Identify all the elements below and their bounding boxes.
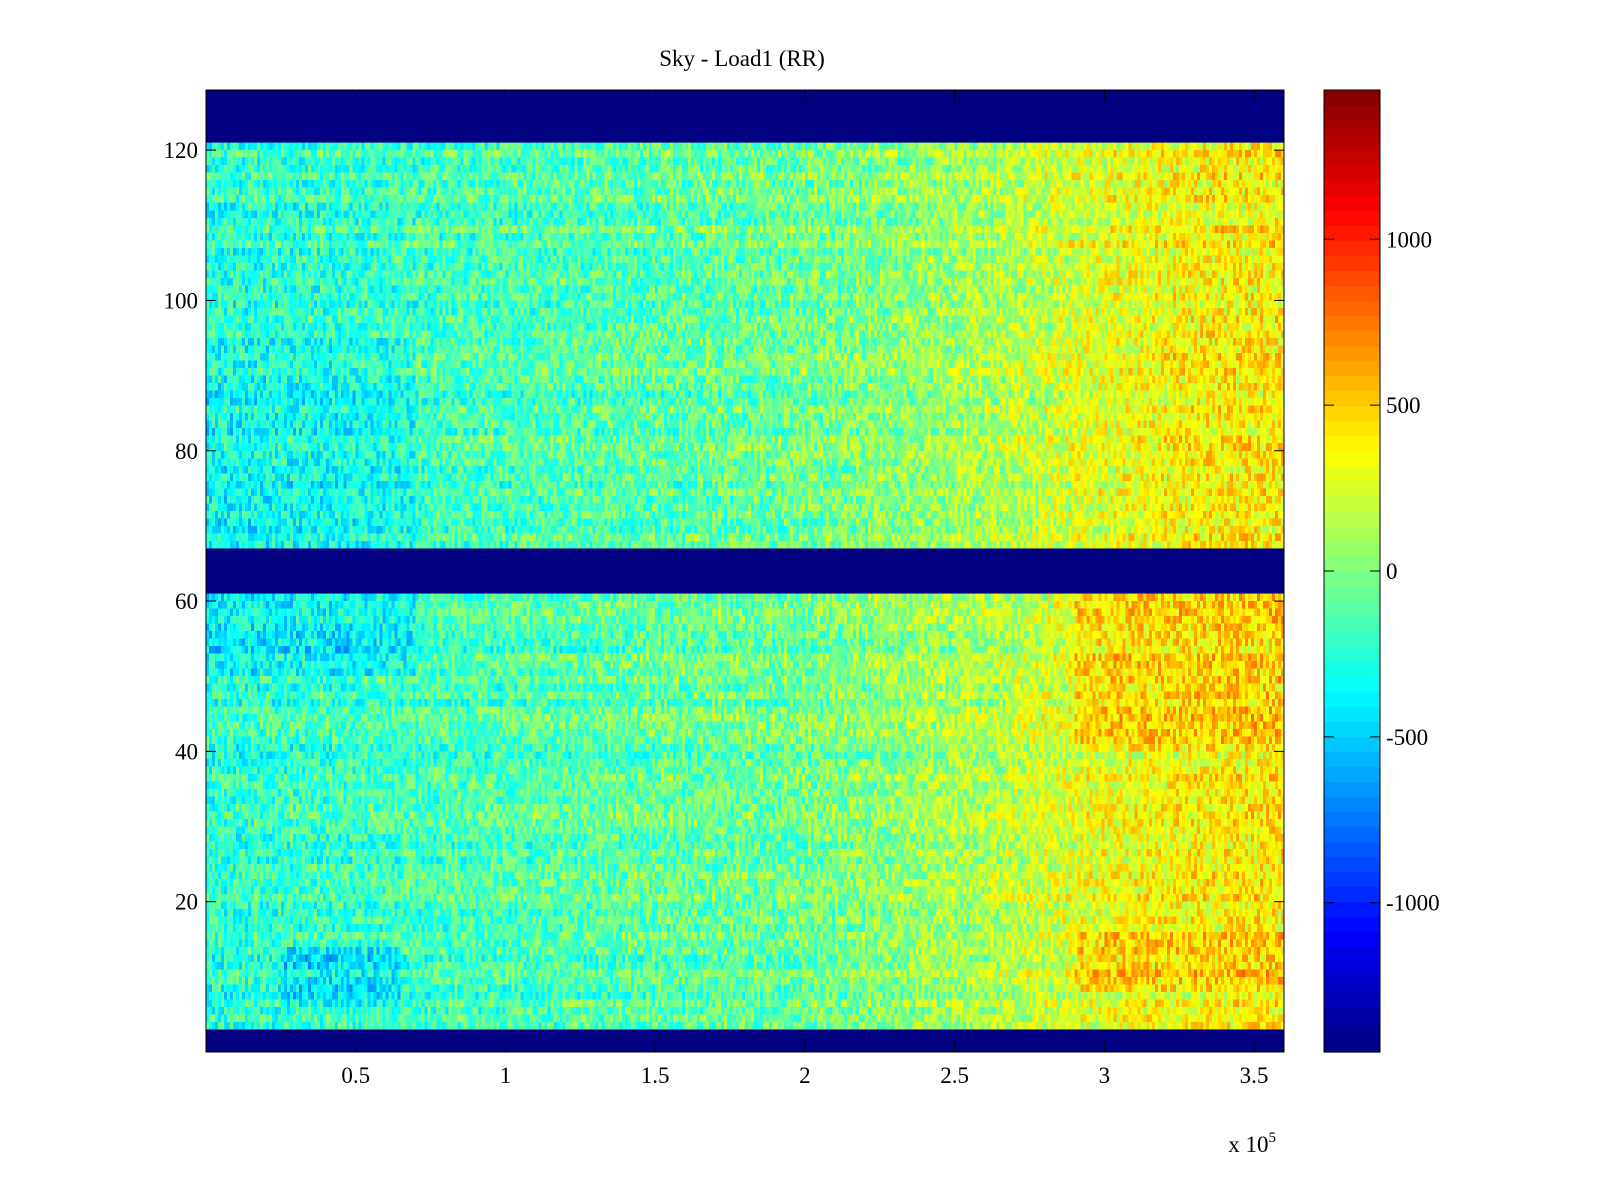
colorbar-step (1324, 646, 1380, 662)
colorbar-tick-label: -1000 (1386, 891, 1440, 916)
y-tick-label: 20 (175, 890, 198, 915)
colorbar-step (1324, 1021, 1380, 1038)
colorbar-tick-label: 0 (1386, 559, 1398, 584)
colorbar-step (1324, 180, 1380, 196)
colorbar-step (1324, 195, 1380, 211)
y-tick-label: 120 (164, 138, 199, 163)
y-tick-label: 100 (164, 288, 199, 313)
colorbar-step (1324, 240, 1380, 256)
colorbar-step (1324, 916, 1380, 933)
colorbar-step (1324, 736, 1380, 752)
colorbar-step (1324, 571, 1380, 587)
colorbar-step (1324, 135, 1380, 151)
colorbar-step (1324, 540, 1380, 557)
colorbar-step (1324, 721, 1380, 737)
x-tick-label: 2.5 (940, 1063, 969, 1088)
colorbar-step (1324, 330, 1380, 347)
colorbar-step (1324, 841, 1380, 858)
colorbar-step (1324, 435, 1380, 452)
colorbar-ticks: 1000 500 0 -500 -1000 (1324, 227, 1440, 916)
colorbar-tick-label: 1000 (1386, 227, 1432, 252)
colorbar-step (1324, 691, 1380, 707)
colorbar-step (1324, 375, 1380, 392)
colorbar-step (1324, 270, 1380, 287)
colorbar-step (1324, 781, 1380, 798)
colorbar-step (1324, 601, 1380, 617)
colorbar-step (1324, 300, 1380, 317)
colorbar-step (1324, 525, 1380, 542)
chart-title: Sky - Load1 (RR) (659, 46, 824, 71)
y-tick-label: 40 (175, 739, 198, 764)
colorbar-tick-label: 500 (1386, 393, 1421, 418)
colorbar-step (1324, 405, 1380, 422)
colorbar-step (1324, 465, 1380, 482)
colorbar-step (1324, 901, 1380, 918)
colorbar-step (1324, 420, 1380, 437)
colorbar-step (1324, 255, 1380, 271)
colorbar-step (1324, 796, 1380, 813)
colorbar-step (1324, 871, 1380, 888)
colorbar-step (1324, 826, 1380, 843)
colorbar-step (1324, 631, 1380, 647)
colorbar-tick-label: -500 (1386, 725, 1428, 750)
colorbar-step (1324, 931, 1380, 948)
colorbar-step (1324, 225, 1380, 241)
colorbar-step (1324, 586, 1380, 602)
plot-frame (205, 89, 1285, 1053)
colorbar-step (1324, 390, 1380, 407)
colorbar-step (1324, 360, 1380, 377)
colorbar-step (1324, 120, 1380, 136)
x-axis-ticks: 0.5 1 1.5 2 2.5 3 3.5 (341, 90, 1268, 1088)
colorbar-step (1324, 886, 1380, 903)
colorbar-step (1324, 285, 1380, 302)
x-axis-multiplier-exponent: 5 (1269, 1130, 1277, 1146)
colorbar-step (1324, 976, 1380, 993)
colorbar-step (1324, 90, 1380, 106)
colorbar-step (1324, 661, 1380, 677)
colorbar-step (1324, 811, 1380, 828)
colorbar-step (1324, 946, 1380, 963)
colorbar-step (1324, 766, 1380, 783)
colorbar-step (1324, 961, 1380, 978)
y-tick-label: 80 (175, 439, 198, 464)
masked-band-0 (206, 1029, 1284, 1052)
colorbar-step (1324, 991, 1380, 1008)
colorbar-step (1324, 751, 1380, 768)
colorbar-step (1324, 510, 1380, 527)
colorbar-step (1324, 1006, 1380, 1023)
colorbar-step (1324, 1036, 1380, 1053)
colorbar-step (1324, 495, 1380, 512)
colorbar-step (1324, 165, 1380, 181)
colorbar-step (1324, 676, 1380, 692)
x-tick-label: 0.5 (341, 1063, 370, 1088)
colorbar-step (1324, 450, 1380, 467)
x-tick-label: 1 (500, 1063, 512, 1088)
x-tick-label: 1.5 (641, 1063, 670, 1088)
colorbar-step (1324, 856, 1380, 873)
colorbar-step (1324, 105, 1380, 121)
colorbar-step (1324, 616, 1380, 632)
colorbar-step (1324, 345, 1380, 362)
colorbar-step (1324, 150, 1380, 166)
x-tick-label: 2 (799, 1063, 811, 1088)
colorbar-step (1324, 555, 1380, 572)
y-tick-label: 60 (175, 589, 198, 614)
masked-band-1 (206, 548, 1284, 594)
x-tick-label: 3 (1099, 1063, 1111, 1088)
colorbar-step (1324, 480, 1380, 497)
x-axis-multiplier: x 105 (1228, 1130, 1276, 1157)
colorbar (1324, 90, 1380, 1053)
colorbar-step (1324, 706, 1380, 722)
y-axis-ticks: 20 40 60 80 100 120 (164, 138, 1284, 915)
x-tick-label: 3.5 (1240, 1063, 1269, 1088)
colorbar-step (1324, 210, 1380, 226)
colorbar-step (1324, 315, 1380, 332)
masked-band-2 (206, 90, 1284, 143)
